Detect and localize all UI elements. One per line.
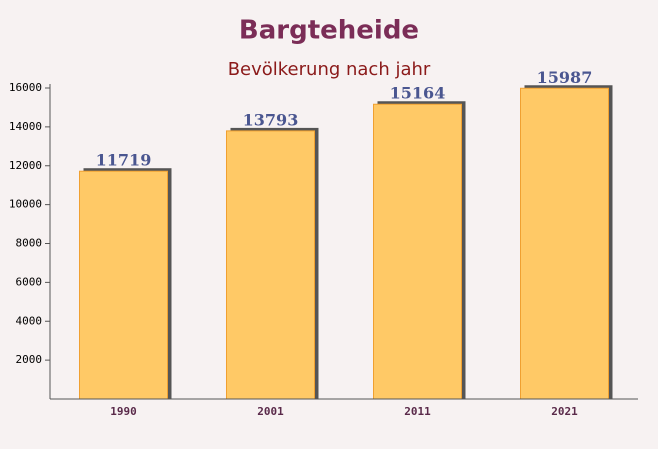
y-tick-label: 6000 [16,275,43,288]
x-tick-label: 1990 [110,405,137,418]
y-tick-label: 4000 [16,314,43,327]
y-tick-label: 16000 [9,81,42,94]
x-tick-label: 2021 [551,405,578,418]
x-tick-label: 2011 [404,405,431,418]
bar [79,170,168,400]
bar [520,87,609,400]
bar [226,130,315,400]
chart-subtitle: Bevölkerung nach jahr [228,59,431,80]
value-label: 13793 [243,110,299,129]
chart-title: Bargteheide [239,16,419,46]
bar [373,103,462,400]
y-tick-label: 10000 [9,198,42,211]
value-label: 15164 [390,84,446,103]
y-tick-label: 12000 [9,159,42,172]
value-label: 11719 [96,151,152,170]
y-tick-label: 14000 [9,120,42,133]
value-label: 15987 [537,68,593,87]
y-tick-label: 8000 [16,237,43,250]
x-tick-label: 2001 [257,405,284,418]
y-tick-label: 2000 [16,353,43,366]
